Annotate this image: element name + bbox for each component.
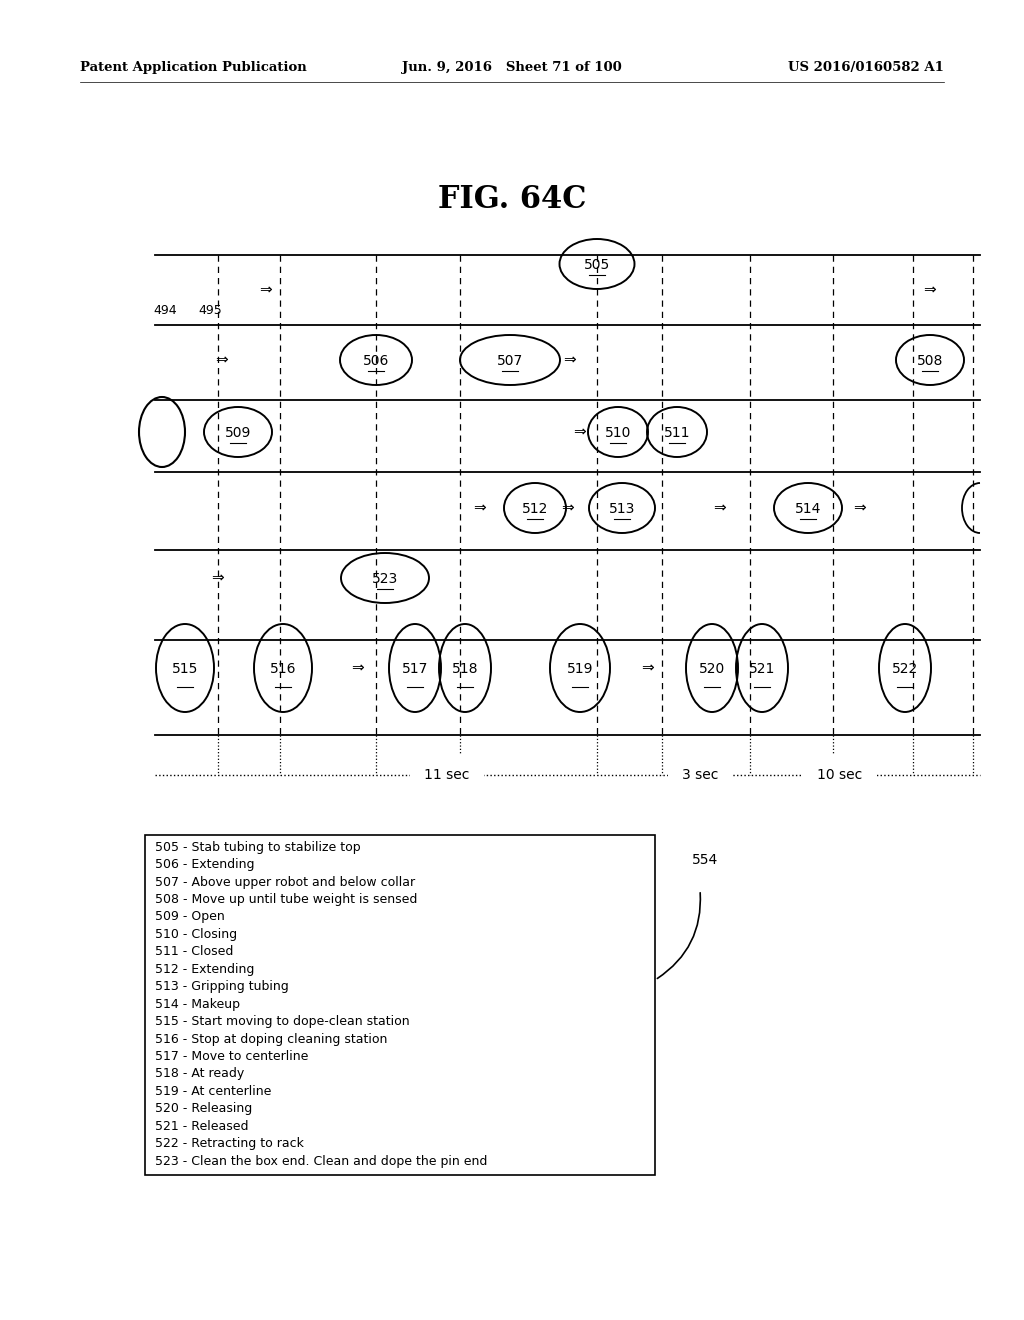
Text: ⇒: ⇒ — [573, 425, 587, 440]
Text: 514: 514 — [795, 502, 821, 516]
Text: ⇒: ⇒ — [474, 500, 486, 516]
Text: 520 - Releasing: 520 - Releasing — [155, 1102, 252, 1115]
Text: 516: 516 — [269, 663, 296, 676]
Text: 506: 506 — [362, 354, 389, 368]
Text: 509: 509 — [225, 426, 251, 440]
Text: ⇒: ⇒ — [642, 660, 654, 676]
Text: ⇒: ⇒ — [854, 500, 866, 516]
Text: 514 - Makeup: 514 - Makeup — [155, 998, 240, 1011]
Text: 521 - Released: 521 - Released — [155, 1119, 249, 1133]
Bar — [145, 836, 655, 1175]
Text: 10 sec: 10 sec — [817, 768, 862, 781]
Text: ⇒: ⇒ — [563, 352, 577, 367]
Text: 512: 512 — [522, 502, 548, 516]
Text: 508: 508 — [916, 354, 943, 368]
Text: 506 - Extending: 506 - Extending — [155, 858, 255, 871]
Text: 519: 519 — [566, 663, 593, 676]
Text: ⇒: ⇒ — [351, 660, 365, 676]
Text: 516 - Stop at doping cleaning station: 516 - Stop at doping cleaning station — [155, 1032, 387, 1045]
Text: ⇒: ⇒ — [259, 282, 271, 297]
FancyArrowPatch shape — [657, 892, 700, 978]
Text: 505 - Stab tubing to stabilize top: 505 - Stab tubing to stabilize top — [155, 841, 360, 854]
Text: 513 - Gripping tubing: 513 - Gripping tubing — [155, 981, 289, 993]
Text: ⇒: ⇒ — [924, 282, 936, 297]
Text: ⇒: ⇒ — [560, 500, 573, 516]
Text: 522 - Retracting to rack: 522 - Retracting to rack — [155, 1137, 304, 1150]
Text: 512 - Extending: 512 - Extending — [155, 962, 254, 975]
Text: 11 sec: 11 sec — [424, 768, 470, 781]
Text: Patent Application Publication: Patent Application Publication — [80, 62, 307, 74]
Text: ⇒: ⇒ — [212, 570, 224, 586]
Text: 494: 494 — [154, 304, 177, 317]
Text: 515: 515 — [172, 663, 199, 676]
Text: 523: 523 — [372, 572, 398, 586]
Text: ⇒: ⇒ — [714, 500, 726, 516]
Text: 554: 554 — [692, 853, 718, 867]
Text: 520: 520 — [698, 663, 725, 676]
Text: 511: 511 — [664, 426, 690, 440]
Text: 509 - Open: 509 - Open — [155, 911, 224, 924]
Text: 508 - Move up until tube weight is sensed: 508 - Move up until tube weight is sense… — [155, 894, 418, 906]
Text: 517: 517 — [401, 663, 428, 676]
Text: ⇒: ⇒ — [216, 352, 228, 367]
Text: 515 - Start moving to dope-clean station: 515 - Start moving to dope-clean station — [155, 1015, 410, 1028]
Text: 522: 522 — [892, 663, 919, 676]
Text: 513: 513 — [609, 502, 635, 516]
Text: 518 - At ready: 518 - At ready — [155, 1068, 245, 1080]
Text: 519 - At centerline: 519 - At centerline — [155, 1085, 271, 1098]
Text: 510: 510 — [605, 426, 631, 440]
Text: FIG. 64C: FIG. 64C — [437, 185, 587, 215]
Text: 495: 495 — [198, 304, 222, 317]
Text: Jun. 9, 2016   Sheet 71 of 100: Jun. 9, 2016 Sheet 71 of 100 — [402, 62, 622, 74]
Text: 521: 521 — [749, 663, 775, 676]
Text: 518: 518 — [452, 663, 478, 676]
Text: 523 - Clean the box end. Clean and dope the pin end: 523 - Clean the box end. Clean and dope … — [155, 1155, 487, 1168]
Text: US 2016/0160582 A1: US 2016/0160582 A1 — [788, 62, 944, 74]
Text: 507 - Above upper robot and below collar: 507 - Above upper robot and below collar — [155, 875, 415, 888]
Text: 505: 505 — [584, 257, 610, 272]
Text: 3 sec: 3 sec — [682, 768, 718, 781]
Text: 517 - Move to centerline: 517 - Move to centerline — [155, 1049, 308, 1063]
Text: 507: 507 — [497, 354, 523, 368]
Text: 510 - Closing: 510 - Closing — [155, 928, 238, 941]
Text: 511 - Closed: 511 - Closed — [155, 945, 233, 958]
